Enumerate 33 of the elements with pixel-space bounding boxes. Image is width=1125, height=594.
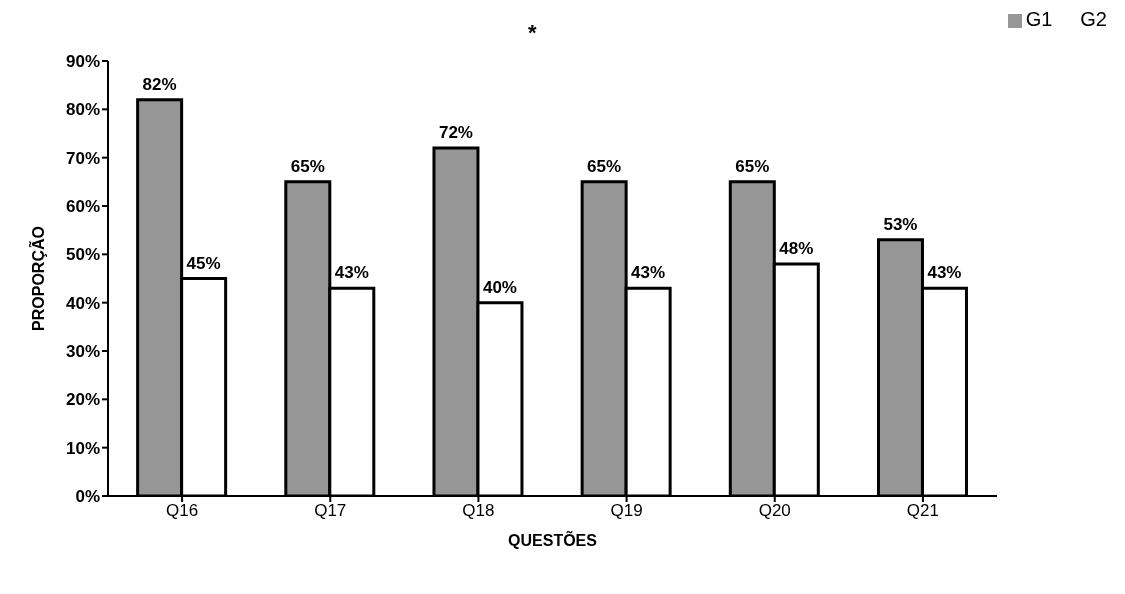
x-tick-label: Q17 [314,501,347,521]
text: G2 [1080,8,1107,30]
y-tick-label: 0% [75,487,100,507]
data-label: 65% [290,156,325,176]
y-axis-title: PROPORÇÃO [27,226,47,331]
x-tick-label: Q19 [610,501,643,521]
y-tick-label: 90% [65,52,100,72]
text: * [528,20,537,46]
data-label: 40% [482,277,517,297]
x-tick-label: Q18 [462,501,495,521]
y-tick-label: 20% [65,390,100,410]
data-label: 43% [631,263,666,283]
data-label: 43% [334,263,369,283]
data-label: 43% [927,263,962,283]
data-label: 65% [587,156,622,176]
y-tick-label: 60% [65,197,100,217]
y-tick-label: 10% [65,438,100,458]
y-tick-label: 30% [65,342,100,362]
x-tick-label: Q21 [906,501,939,521]
y-tick-label: 70% [65,148,100,168]
data-label: 53% [883,214,918,234]
x-tick-label: Q20 [758,501,791,521]
data-label: 72% [438,123,473,142]
data-label: 48% [779,239,814,258]
x-axis-title: QUESTÕES [508,530,598,549]
y-tick-label: 40% [65,293,100,313]
y-tick-label: 50% [65,245,100,265]
data-label: 65% [735,156,770,176]
legend-label: G1 [1025,8,1053,30]
x-tick-label: Q16 [166,501,199,521]
data-label: 82% [142,74,177,94]
y-tick-label: 80% [65,100,100,120]
data-label: 45% [186,253,221,273]
